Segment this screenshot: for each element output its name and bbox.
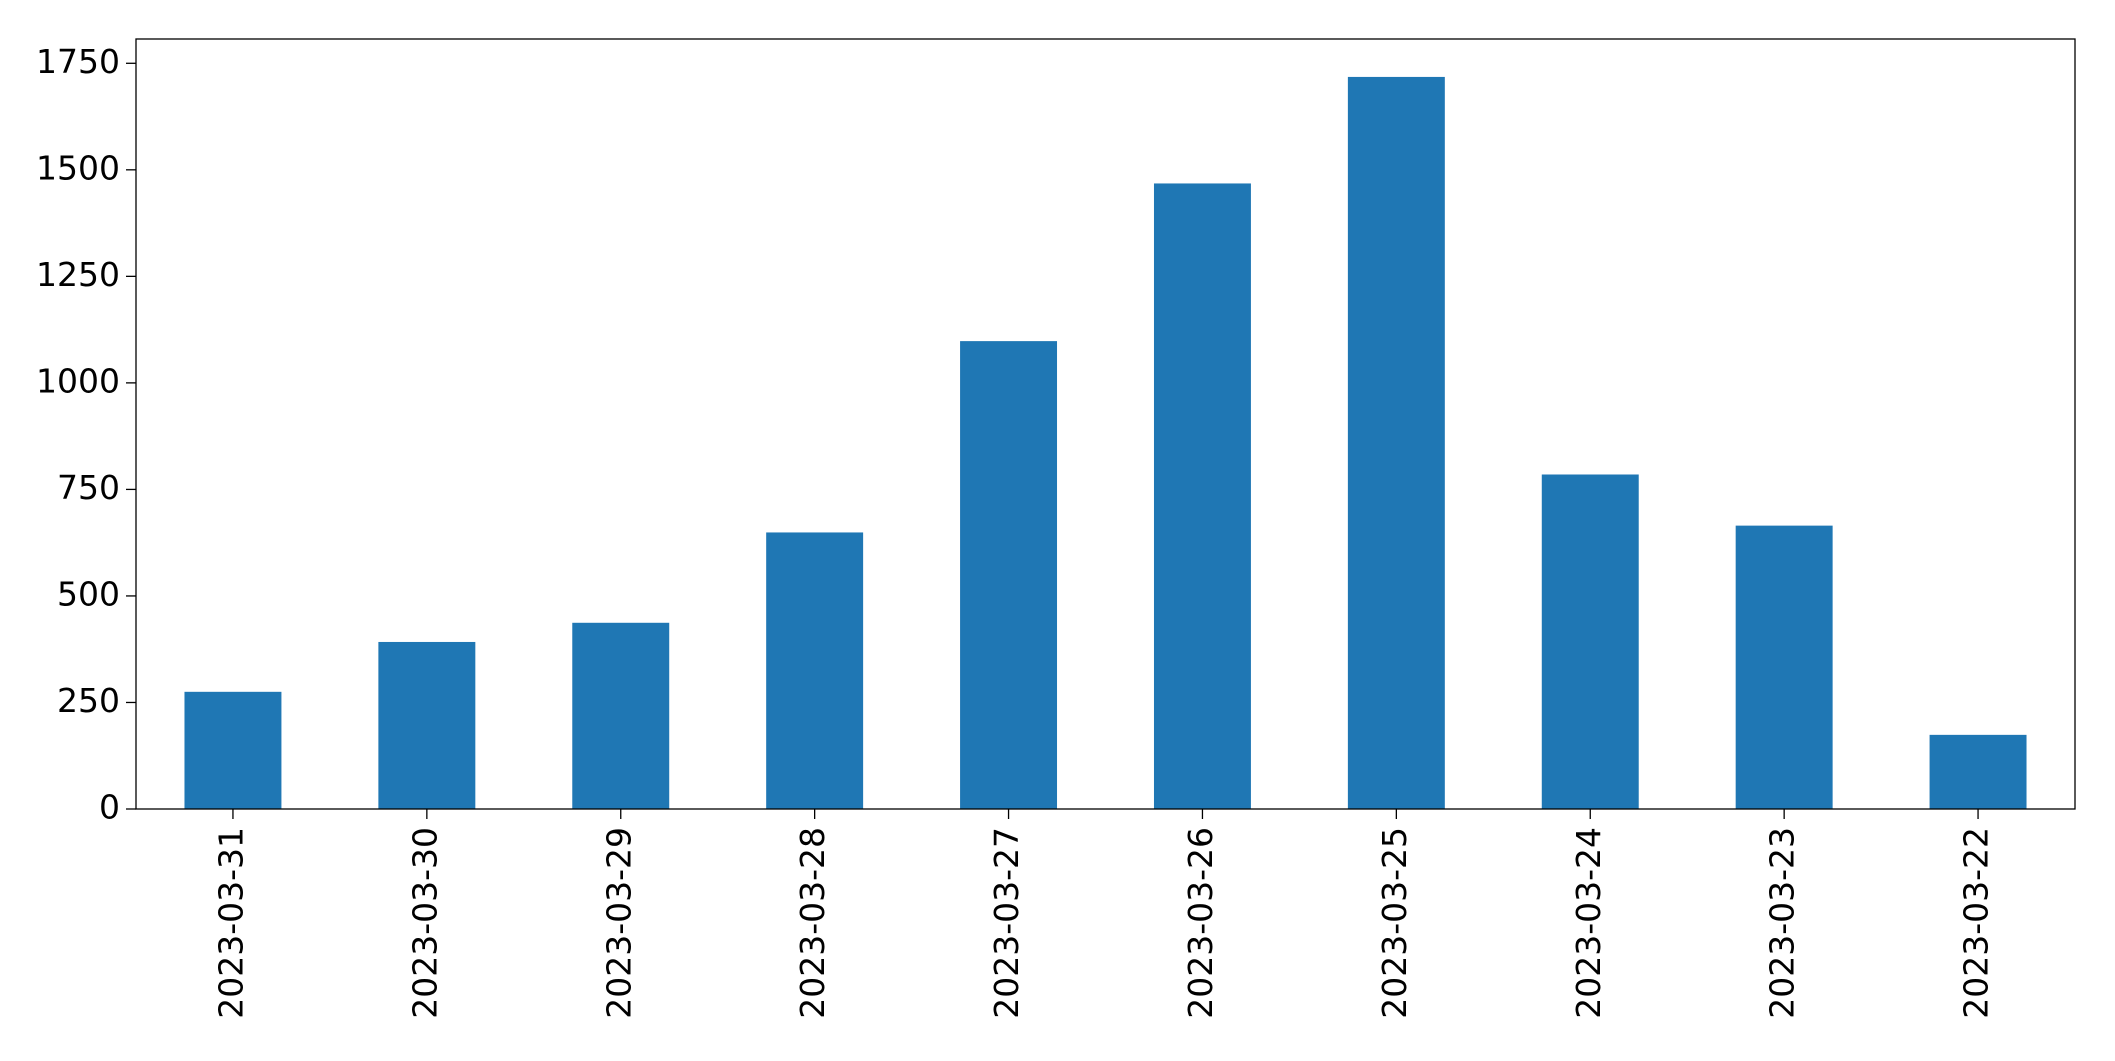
x-tick-label: 2023-03-29 [599, 827, 638, 1019]
y-tick-label: 1500 [36, 148, 120, 187]
y-tick-label: 0 [99, 788, 120, 827]
y-tick-label: 1750 [36, 42, 120, 81]
bar [378, 641, 476, 809]
y-tick-label: 750 [57, 468, 120, 507]
x-tick-label: 2023-03-30 [405, 827, 444, 1019]
y-tick-label: 1250 [36, 255, 120, 294]
x-tick-label: 2023-03-26 [1181, 827, 1220, 1019]
x-tick-label: 2023-03-31 [211, 827, 250, 1019]
y-tick-label: 1000 [36, 361, 120, 400]
bar [1347, 76, 1445, 809]
y-tick-label: 250 [57, 681, 120, 720]
x-tick-label: 2023-03-27 [987, 827, 1026, 1019]
y-tick-label: 500 [57, 574, 120, 613]
bar [960, 341, 1058, 809]
x-tick-label: 2023-03-28 [793, 827, 832, 1019]
plot-frame [135, 38, 2076, 810]
bar [766, 532, 864, 809]
bar [1929, 734, 2027, 809]
x-tick-label: 2023-03-24 [1569, 827, 1608, 1019]
bar [184, 691, 282, 809]
bar [572, 622, 670, 809]
bar [1735, 525, 1833, 809]
bar [1541, 474, 1639, 809]
x-tick-label: 2023-03-23 [1763, 827, 1802, 1019]
bar [1153, 183, 1251, 809]
x-tick-label: 2023-03-22 [1957, 827, 1996, 1019]
x-tick-label: 2023-03-25 [1375, 827, 1414, 1019]
